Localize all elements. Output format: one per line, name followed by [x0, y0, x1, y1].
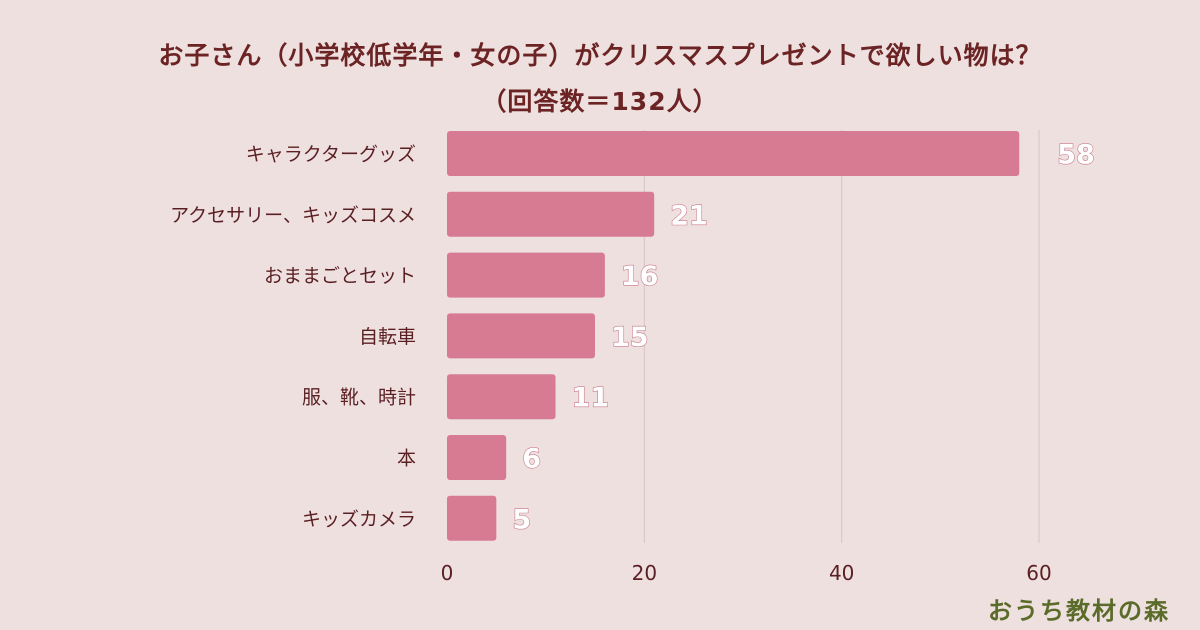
category-label: 自転車	[359, 326, 416, 348]
grid-layer	[643, 130, 1040, 543]
category-label: 服、靴、時計	[302, 387, 416, 409]
chart-title: お子さん（小学校低学年・女の子）がクリスマスプレゼントで欲しい物は？	[158, 41, 1042, 70]
x-tick-label: 60	[1026, 561, 1051, 585]
bar	[447, 313, 595, 359]
bar	[447, 191, 655, 237]
value-label: 58	[1057, 140, 1095, 171]
x-tick-label: 0	[441, 561, 454, 585]
bar	[447, 435, 507, 480]
chart-subtitle: （回答数＝132人）	[481, 87, 719, 116]
value-label: 5	[512, 504, 531, 535]
category-label: おままごとセット	[264, 265, 416, 287]
category-label: キッズカメラ	[302, 508, 416, 530]
category-label: キャラクターグッズ	[246, 144, 416, 166]
x-tick-label: 40	[829, 561, 854, 585]
value-label: 21	[670, 200, 708, 231]
category-label: アクセサリー、キッズコスメ	[170, 204, 416, 226]
bar-layer	[447, 131, 1020, 541]
value-label: 6	[522, 444, 541, 475]
bar	[447, 495, 497, 541]
x-tick-label: 20	[632, 561, 657, 585]
bar	[447, 374, 556, 420]
value-label: 15	[611, 322, 649, 353]
value-label: 16	[621, 261, 659, 292]
label-layer: 0 20 40 60 キャラクターグッズ 58 アクセサリー、キッズコスメ 21 おままごとセッ…	[170, 139, 1095, 585]
category-label: 本	[397, 448, 416, 470]
bar	[447, 252, 605, 298]
value-label: 11	[572, 383, 610, 414]
site-logo: おうち教材の森	[988, 596, 1170, 625]
bar	[447, 131, 1020, 176]
